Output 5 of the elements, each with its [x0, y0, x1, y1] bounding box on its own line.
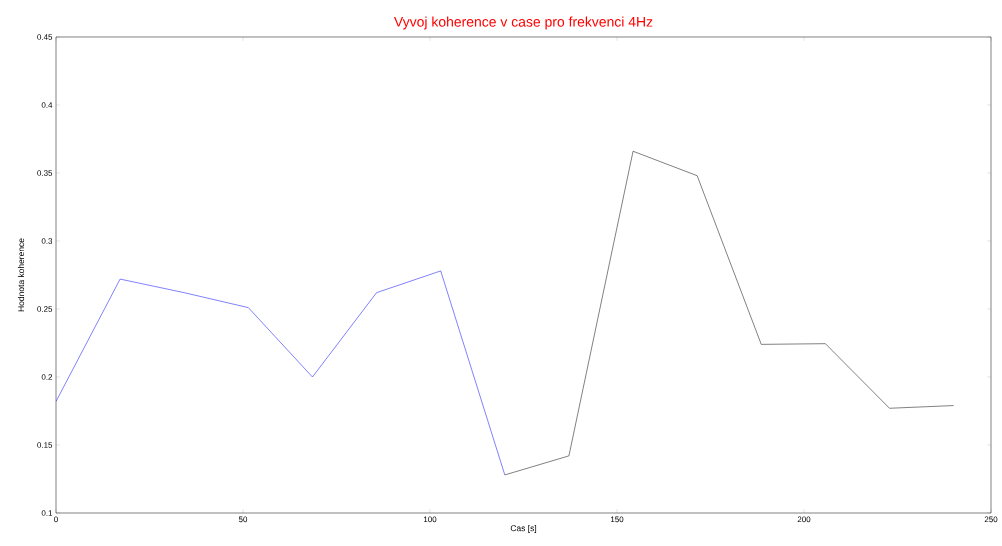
chart-title: Vyvoj koherence v case pro frekvenci 4Hz — [393, 16, 653, 30]
x-axis-title: Cas [s] — [510, 525, 537, 533]
line-series — [504, 150, 954, 476]
line-series — [56, 270, 506, 476]
y-axis-title: Hodnota koherence — [17, 238, 25, 312]
